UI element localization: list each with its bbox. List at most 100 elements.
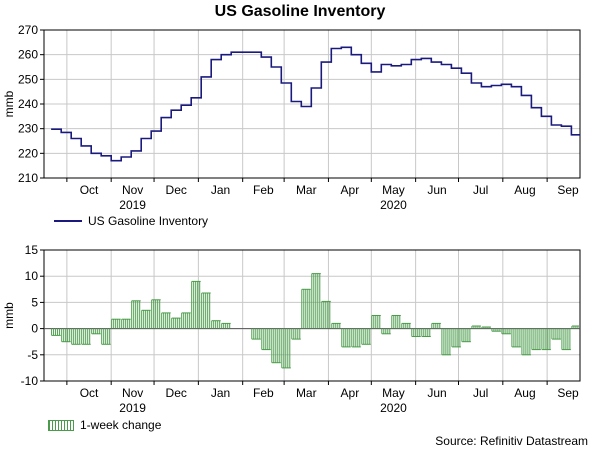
bar-1-week-change (221, 322, 231, 329)
legend-inventory-label: US Gasoline Inventory (88, 214, 209, 228)
bar-1-week-change (281, 328, 291, 369)
bar-1-week-change (361, 328, 371, 345)
chart-title: US Gasoline Inventory (214, 3, 386, 20)
bar-1-week-change (451, 328, 461, 348)
year-label: 2020 (380, 198, 407, 212)
x-tick-label: Nov (122, 386, 143, 400)
year-label: 2019 (119, 401, 146, 415)
x-tick-label: Oct (80, 386, 99, 400)
bar-1-week-change (141, 309, 151, 329)
bar-1-week-change (271, 328, 281, 364)
y-axis-label: mmb (2, 302, 16, 329)
bar-1-week-change (311, 273, 321, 329)
x-tick-label: Nov (122, 183, 143, 197)
x-tick-label: Aug (514, 386, 535, 400)
bar-1-week-change (51, 328, 61, 336)
bar-1-week-change (121, 318, 131, 329)
bar-1-week-change (101, 328, 111, 345)
legend-inventory: US Gasoline Inventory (54, 214, 208, 228)
x-tick-label: Feb (253, 183, 274, 197)
bar-1-week-change (491, 328, 501, 332)
legend-change-label: 1-week change (80, 418, 162, 432)
x-tick-label: Apr (341, 183, 360, 197)
year-label: 2019 (119, 198, 146, 212)
y-tick-label: 240 (18, 97, 38, 111)
bar-1-week-change (321, 300, 331, 329)
y-tick-label: -10 (21, 374, 39, 388)
bar-1-week-change (61, 328, 71, 343)
x-tick-label: Aug (514, 183, 535, 197)
y-tick-label: 15 (25, 243, 39, 257)
x-tick-label: Sep (557, 386, 579, 400)
bar-1-week-change (131, 300, 141, 329)
bar-1-week-change (261, 328, 271, 351)
bar-1-week-change (171, 317, 181, 329)
year-label: 2020 (380, 401, 407, 415)
legend-change: 1-week change (48, 418, 161, 432)
legend-line-swatch (54, 220, 82, 222)
bar-1-week-change (71, 328, 81, 345)
y-tick-label: 10 (25, 269, 39, 283)
x-tick-label: Mar (296, 386, 317, 400)
bar-1-week-change (521, 328, 531, 356)
bar-1-week-change (561, 328, 571, 351)
bar-1-week-change (191, 280, 201, 329)
bar-1-week-change (91, 328, 101, 335)
x-tick-label: May (382, 386, 405, 400)
x-tick-label: Jan (211, 386, 230, 400)
bar-1-week-change (151, 299, 161, 329)
bar-1-week-change (331, 322, 341, 329)
bar-1-week-change (511, 328, 521, 348)
bar-1-week-change (551, 328, 561, 340)
x-tick-label: Feb (253, 386, 274, 400)
plot-frame (43, 249, 581, 382)
bar-1-week-change (411, 328, 421, 337)
bar-1-week-change (471, 325, 481, 329)
bar-1-week-change (571, 325, 579, 329)
x-tick-label: Mar (296, 183, 317, 197)
x-tick-label: Dec (166, 183, 187, 197)
bar-1-week-change (461, 328, 471, 343)
legend-bar-swatch (48, 419, 74, 431)
x-tick-label: Jan (211, 183, 230, 197)
y-tick-label: 0 (31, 322, 38, 336)
bar-1-week-change (421, 328, 431, 337)
x-tick-label: Jun (427, 386, 446, 400)
bar-1-week-change (531, 328, 541, 351)
x-tick-label: Apr (341, 386, 360, 400)
x-tick-label: Jul (473, 386, 488, 400)
bar-1-week-change (301, 288, 311, 329)
bar-1-week-change (481, 326, 491, 329)
bar-1-week-change (211, 320, 221, 329)
y-tick-label: 230 (18, 122, 38, 136)
y-tick-label: 210 (18, 171, 38, 185)
bar-1-week-change (291, 328, 301, 340)
y-tick-label: 260 (18, 48, 38, 62)
bar-1-week-change (341, 328, 351, 348)
series-line-us-gasoline-inventory (51, 46, 580, 162)
bar-1-week-change (81, 328, 91, 345)
bar-1-week-change (381, 328, 391, 335)
bar-1-week-change (401, 322, 411, 329)
x-tick-label: Oct (80, 183, 99, 197)
bar-1-week-change (391, 315, 401, 329)
y-tick-label: 5 (31, 295, 38, 309)
x-tick-label: Sep (557, 183, 579, 197)
bar-1-week-change (541, 328, 551, 351)
bar-1-week-change (501, 328, 511, 335)
x-tick-label: Jul (473, 183, 488, 197)
bar-1-week-change (201, 292, 211, 329)
bar-1-week-change (161, 312, 171, 329)
bar-1-week-change (251, 328, 261, 340)
bar-1-week-change (441, 328, 451, 356)
x-tick-label: May (382, 183, 405, 197)
y-axis-label: mmb (2, 90, 16, 117)
y-tick-label: 250 (18, 72, 38, 86)
bar-1-week-change (181, 312, 191, 329)
bar-1-week-change (431, 322, 441, 329)
y-tick-label: 220 (18, 146, 38, 160)
bar-1-week-change (351, 328, 361, 348)
plot-frame (43, 29, 581, 179)
bar-1-week-change (371, 315, 381, 329)
